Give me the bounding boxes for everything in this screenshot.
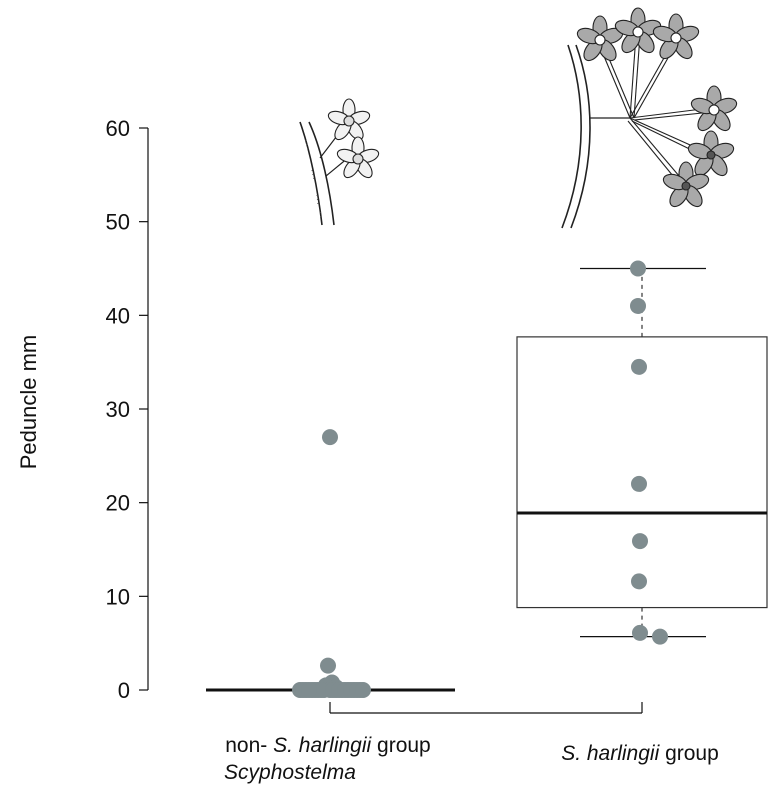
- point-group-1-24: [301, 682, 317, 698]
- point-group-1-0: [322, 429, 338, 446]
- point-group-2-1: [630, 297, 646, 314]
- point-group-2-0: [630, 260, 646, 277]
- x-axis: [329, 702, 643, 714]
- y-axis-title: Peduncle mm: [16, 335, 41, 470]
- y-tick-label-30: 30: [106, 397, 130, 422]
- y-axis: 0 10 20 30 40 50 60: [106, 116, 149, 703]
- category-label-1-suffix: group: [371, 734, 431, 757]
- point-group-1-25: [355, 682, 371, 698]
- category-label-1-line1: non- S. harlingii group: [225, 734, 430, 757]
- point-group-2-2: [631, 358, 647, 375]
- y-tick-label-10: 10: [106, 584, 130, 609]
- y-tick-label-20: 20: [106, 491, 130, 516]
- y-axis-ticks: 0 10 20 30 40 50 60: [106, 116, 148, 703]
- points-layer: [292, 260, 668, 698]
- point-group-2-7: [652, 628, 668, 645]
- y-tick-label-60: 60: [106, 116, 130, 141]
- illustration-harlingii: [561, 7, 738, 229]
- category-label-2-suffix: group: [659, 742, 719, 765]
- box-group-2: [516, 336, 768, 609]
- category-label-1-italic: S. harlingii: [273, 734, 372, 757]
- boxes-layer: [206, 267, 768, 692]
- point-group-2-4: [632, 533, 648, 550]
- point-group-1-18: [313, 682, 329, 698]
- y-tick-label-0: 0: [118, 678, 130, 703]
- point-group-2-3: [631, 475, 647, 492]
- point-group-2-6: [632, 624, 648, 641]
- y-tick-label-50: 50: [106, 210, 130, 235]
- point-group-2-5: [631, 573, 647, 590]
- category-label-1-line2: Scyphostelma: [224, 761, 356, 784]
- point-group-1-1: [320, 657, 336, 674]
- illustration-non-harlingii: [299, 98, 380, 226]
- category-label-2: S. harlingii group: [561, 742, 719, 765]
- category-label-1-prefix: non-: [225, 734, 273, 757]
- y-tick-label-40: 40: [106, 303, 130, 328]
- category-label-2-italic: S. harlingii: [561, 742, 660, 765]
